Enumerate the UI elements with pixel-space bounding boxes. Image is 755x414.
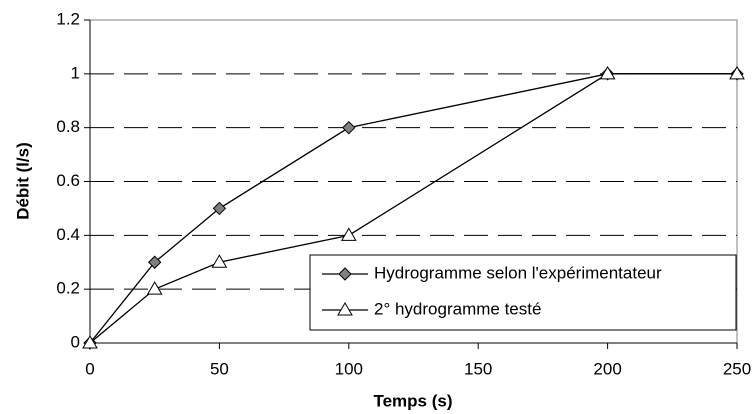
diamond-marker xyxy=(342,120,356,135)
series-line xyxy=(89,73,737,344)
legend-label: 2° hydrogramme testé xyxy=(374,299,541,318)
x-tick-label: 100 xyxy=(335,359,363,378)
diamond-marker xyxy=(212,201,227,216)
y-tick-label: 1.2 xyxy=(56,9,80,28)
x-tick-label: 200 xyxy=(593,359,621,378)
legend-label: Hydrogramme selon l'expérimentateur xyxy=(374,263,662,282)
y-axis-title: Débit (l/s) xyxy=(13,142,32,219)
x-tick-label: 50 xyxy=(210,359,229,378)
y-tick-label: 0 xyxy=(71,332,80,351)
diamond-marker xyxy=(338,267,352,281)
y-tick-label: 1 xyxy=(71,63,80,82)
diamond-marker xyxy=(147,255,162,269)
triangle-marker xyxy=(211,254,228,268)
x-tick-label: 250 xyxy=(723,359,751,378)
triangle-marker xyxy=(337,302,353,316)
y-tick-label: 0.4 xyxy=(56,225,80,244)
x-tick-label: 150 xyxy=(464,359,492,378)
y-tick-label: 0.6 xyxy=(56,171,80,190)
triangle-marker xyxy=(82,335,98,349)
triangle-marker xyxy=(599,65,616,80)
x-axis-title: Temps (s) xyxy=(373,391,452,410)
legend-box xyxy=(309,254,737,331)
triangle-marker xyxy=(340,227,357,241)
triangle-marker xyxy=(729,65,745,80)
y-tick-label: 0.8 xyxy=(56,117,80,136)
y-tick-label: 0.2 xyxy=(56,279,80,298)
x-tick-label: 0 xyxy=(85,359,94,378)
triangle-marker xyxy=(146,281,163,295)
